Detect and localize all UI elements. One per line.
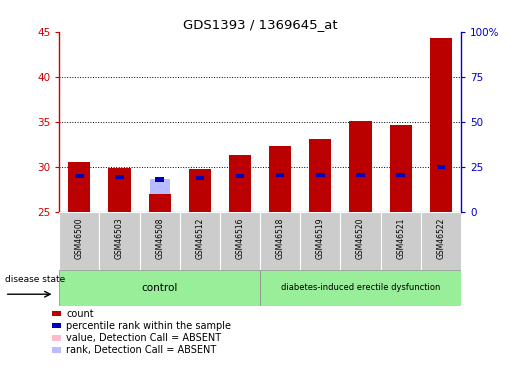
Text: GSM46521: GSM46521 [396, 217, 405, 259]
Text: count: count [66, 309, 94, 319]
Bar [115, 175, 124, 179]
Bar [229, 155, 251, 212]
Bar [430, 38, 452, 212]
Bar [229, 155, 251, 212]
Bar [350, 121, 371, 212]
Bar [52, 323, 61, 328]
Text: GSM46500: GSM46500 [75, 217, 84, 259]
Bar [437, 165, 445, 169]
Bar [52, 311, 61, 316]
Bar [52, 335, 61, 340]
Bar [68, 162, 90, 212]
Bar [269, 146, 291, 212]
Bar [52, 348, 61, 353]
Bar [140, 212, 180, 270]
Bar [149, 194, 170, 212]
Text: disease state: disease state [5, 276, 65, 285]
Bar [340, 212, 381, 270]
Bar [99, 212, 140, 270]
Bar [381, 212, 421, 270]
Text: GSM46519: GSM46519 [316, 217, 325, 259]
Bar [189, 169, 211, 212]
Bar [260, 270, 461, 306]
Bar [150, 180, 169, 212]
Bar [59, 212, 99, 270]
Title: GDS1393 / 1369645_at: GDS1393 / 1369645_at [183, 18, 337, 31]
Bar [149, 194, 170, 212]
Text: value, Detection Call = ABSENT: value, Detection Call = ABSENT [66, 333, 221, 343]
Bar [390, 126, 411, 212]
Bar [59, 270, 260, 306]
Bar [156, 177, 164, 182]
Bar [75, 174, 83, 178]
Bar [190, 178, 210, 212]
Bar [189, 169, 211, 212]
Bar [276, 173, 284, 177]
Text: GSM46522: GSM46522 [436, 217, 445, 259]
Bar [236, 174, 244, 178]
Text: GSM46516: GSM46516 [235, 217, 245, 259]
Bar [109, 168, 130, 212]
Text: diabetes-induced erectile dysfunction: diabetes-induced erectile dysfunction [281, 284, 440, 292]
Bar [230, 176, 250, 212]
Bar [70, 176, 89, 212]
Bar [300, 212, 340, 270]
Text: control: control [142, 283, 178, 293]
Text: percentile rank within the sample: percentile rank within the sample [66, 321, 231, 331]
Text: GSM46512: GSM46512 [195, 217, 204, 259]
Bar [180, 212, 220, 270]
Text: GSM46508: GSM46508 [155, 217, 164, 259]
Text: GSM46503: GSM46503 [115, 217, 124, 259]
Text: GSM46518: GSM46518 [276, 217, 285, 259]
Text: rank, Detection Call = ABSENT: rank, Detection Call = ABSENT [66, 345, 216, 355]
Bar [68, 162, 90, 212]
Bar [260, 212, 300, 270]
Bar [397, 173, 405, 177]
Text: GSM46520: GSM46520 [356, 217, 365, 259]
Bar [310, 139, 331, 212]
Bar [356, 173, 365, 177]
Bar [196, 176, 204, 180]
Bar [316, 173, 324, 177]
Bar [421, 212, 461, 270]
Bar [220, 212, 260, 270]
